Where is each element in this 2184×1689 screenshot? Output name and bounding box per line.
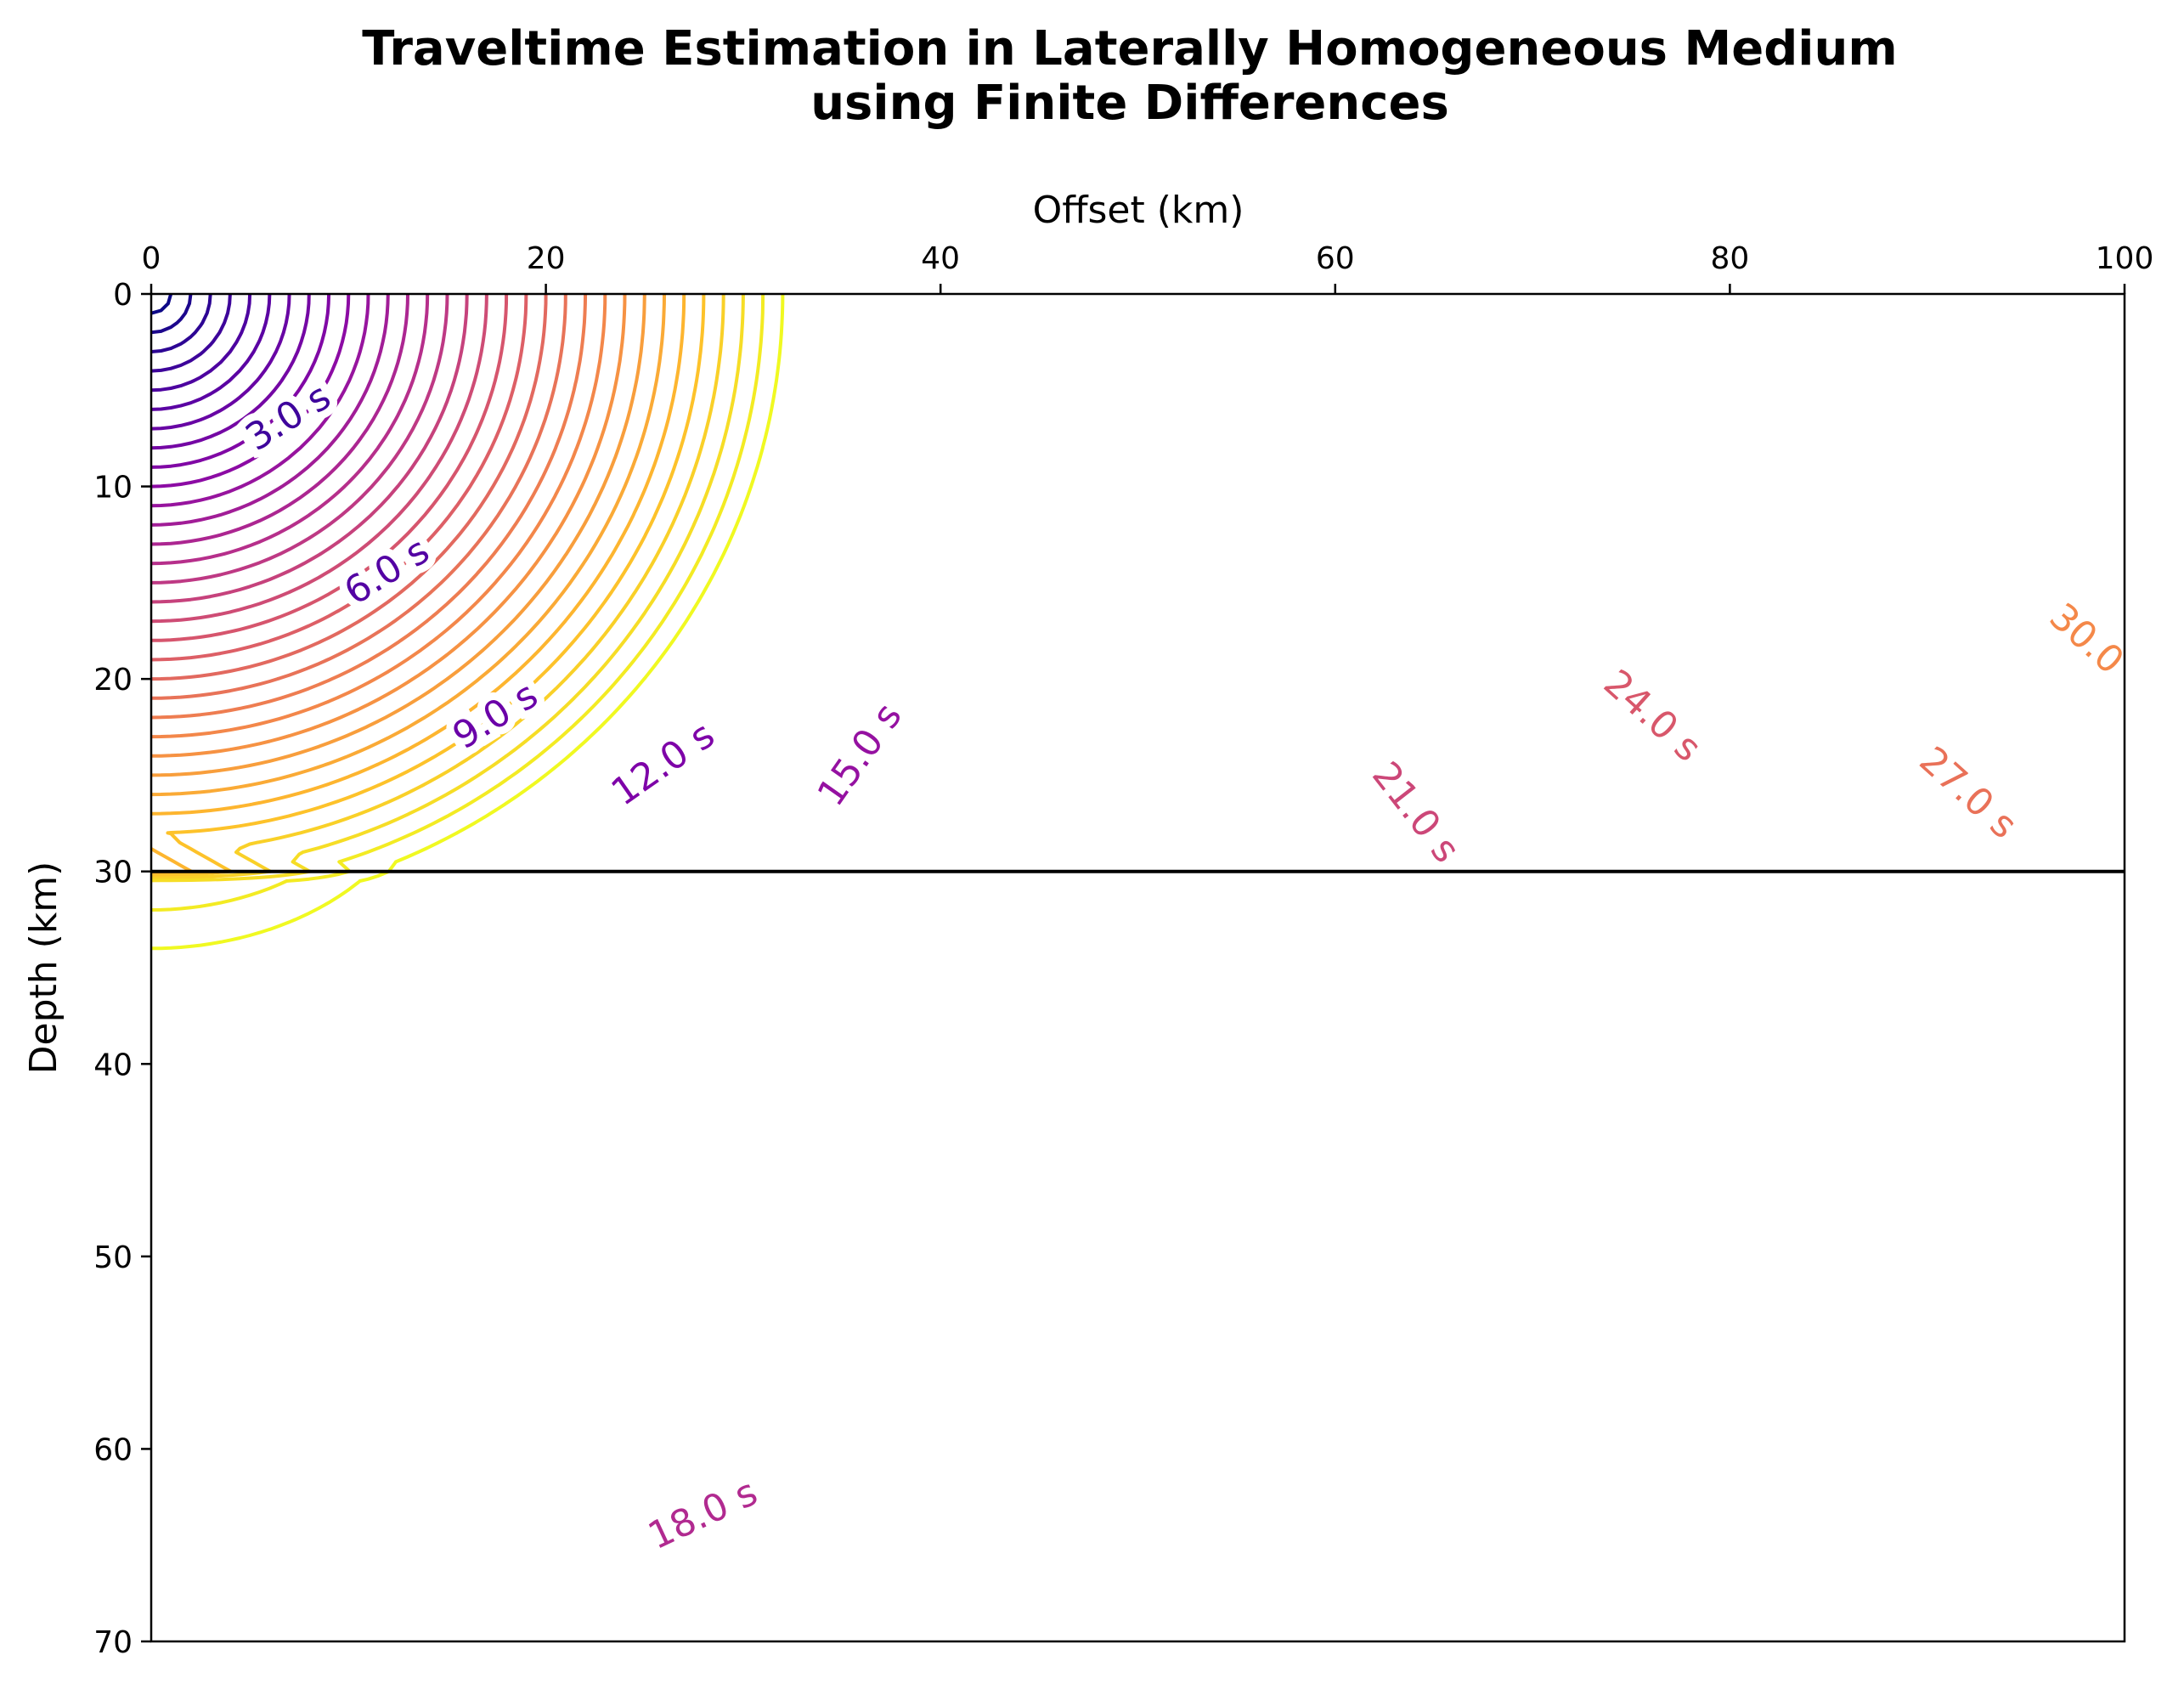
contour-line: [151, 294, 686, 876]
x-tick-label: 80: [1710, 241, 1749, 276]
contour-line: [151, 294, 173, 315]
contour-line: [151, 294, 627, 758]
contour-line: [151, 294, 291, 431]
contour-line: [151, 294, 607, 739]
contour-line: [151, 294, 488, 624]
y-axis-label: Depth (km): [22, 861, 65, 1075]
x-axis-ticks: 0 20 40 60 80 100: [142, 241, 2154, 294]
contour-line: [151, 294, 745, 883]
contour-line: [151, 294, 252, 393]
y-tick-label: 20: [93, 663, 133, 698]
y-tick-label: 50: [93, 1240, 133, 1275]
contour-line: [151, 294, 469, 604]
contour-line: [151, 294, 272, 411]
contour-labels: 3.0 s6.0 s9.0 s 12.0 s 15.0 s18.0 s21.0 s2…: [230, 367, 2139, 1566]
contour-label: 24.0 s: [1595, 662, 1709, 771]
y-tick-label: 0: [113, 278, 133, 313]
y-tick-label: 40: [93, 1048, 133, 1082]
x-tick-label: 100: [2096, 241, 2154, 276]
contour-line: [151, 294, 588, 720]
contour-line: [151, 294, 351, 489]
x-tick-label: 60: [1316, 241, 1355, 276]
contour-line: [151, 294, 232, 373]
contour-label: 18.0 s: [641, 1471, 764, 1558]
contour-label: 12.0 s: [604, 713, 723, 814]
x-axis-label: Offset (km): [1033, 189, 1244, 232]
contour-lines: [151, 294, 785, 951]
contour-line: [151, 294, 212, 353]
contour-line: [151, 294, 311, 450]
contour-line: [151, 294, 449, 585]
y-axis-ticks: 0 10 20 30 40 50 60 70: [93, 278, 151, 1660]
contour-line: [151, 294, 331, 469]
contour-label: 21.0 s: [1363, 754, 1468, 871]
contour-line: [151, 294, 548, 681]
contour-line: [151, 294, 646, 777]
contour-line: [151, 294, 430, 566]
chart-title-line-1: Traveltime Estimation in Laterally Homog…: [362, 21, 1897, 76]
chart-title-line-2: using Finite Differences: [810, 76, 1449, 131]
contour-line: [151, 294, 509, 642]
contour-line: [151, 294, 528, 662]
plot-frame: [150, 292, 2126, 1643]
contour-line: [151, 294, 567, 700]
x-tick-label: 0: [142, 241, 161, 276]
contour-line: [151, 294, 409, 546]
x-tick-label: 40: [921, 241, 960, 276]
contour-line: [151, 294, 765, 912]
contour-line: [151, 294, 390, 527]
y-tick-label: 30: [93, 856, 133, 890]
contour-line: [151, 294, 706, 878]
contour-line: [151, 294, 785, 951]
contour-line: [151, 294, 666, 873]
contour-label: 15.0 s: [810, 695, 911, 814]
x-tick-label: 20: [527, 241, 566, 276]
contour-line: [151, 294, 193, 335]
contour-line: [151, 294, 370, 508]
contour-label: 27.0 s: [1911, 738, 2025, 847]
y-tick-label: 10: [93, 471, 133, 506]
contour-label: 30.0: [2041, 595, 2132, 682]
y-tick-label: 60: [93, 1432, 133, 1467]
y-tick-label: 70: [93, 1625, 133, 1660]
contour-label: 9.0 s: [445, 673, 545, 758]
